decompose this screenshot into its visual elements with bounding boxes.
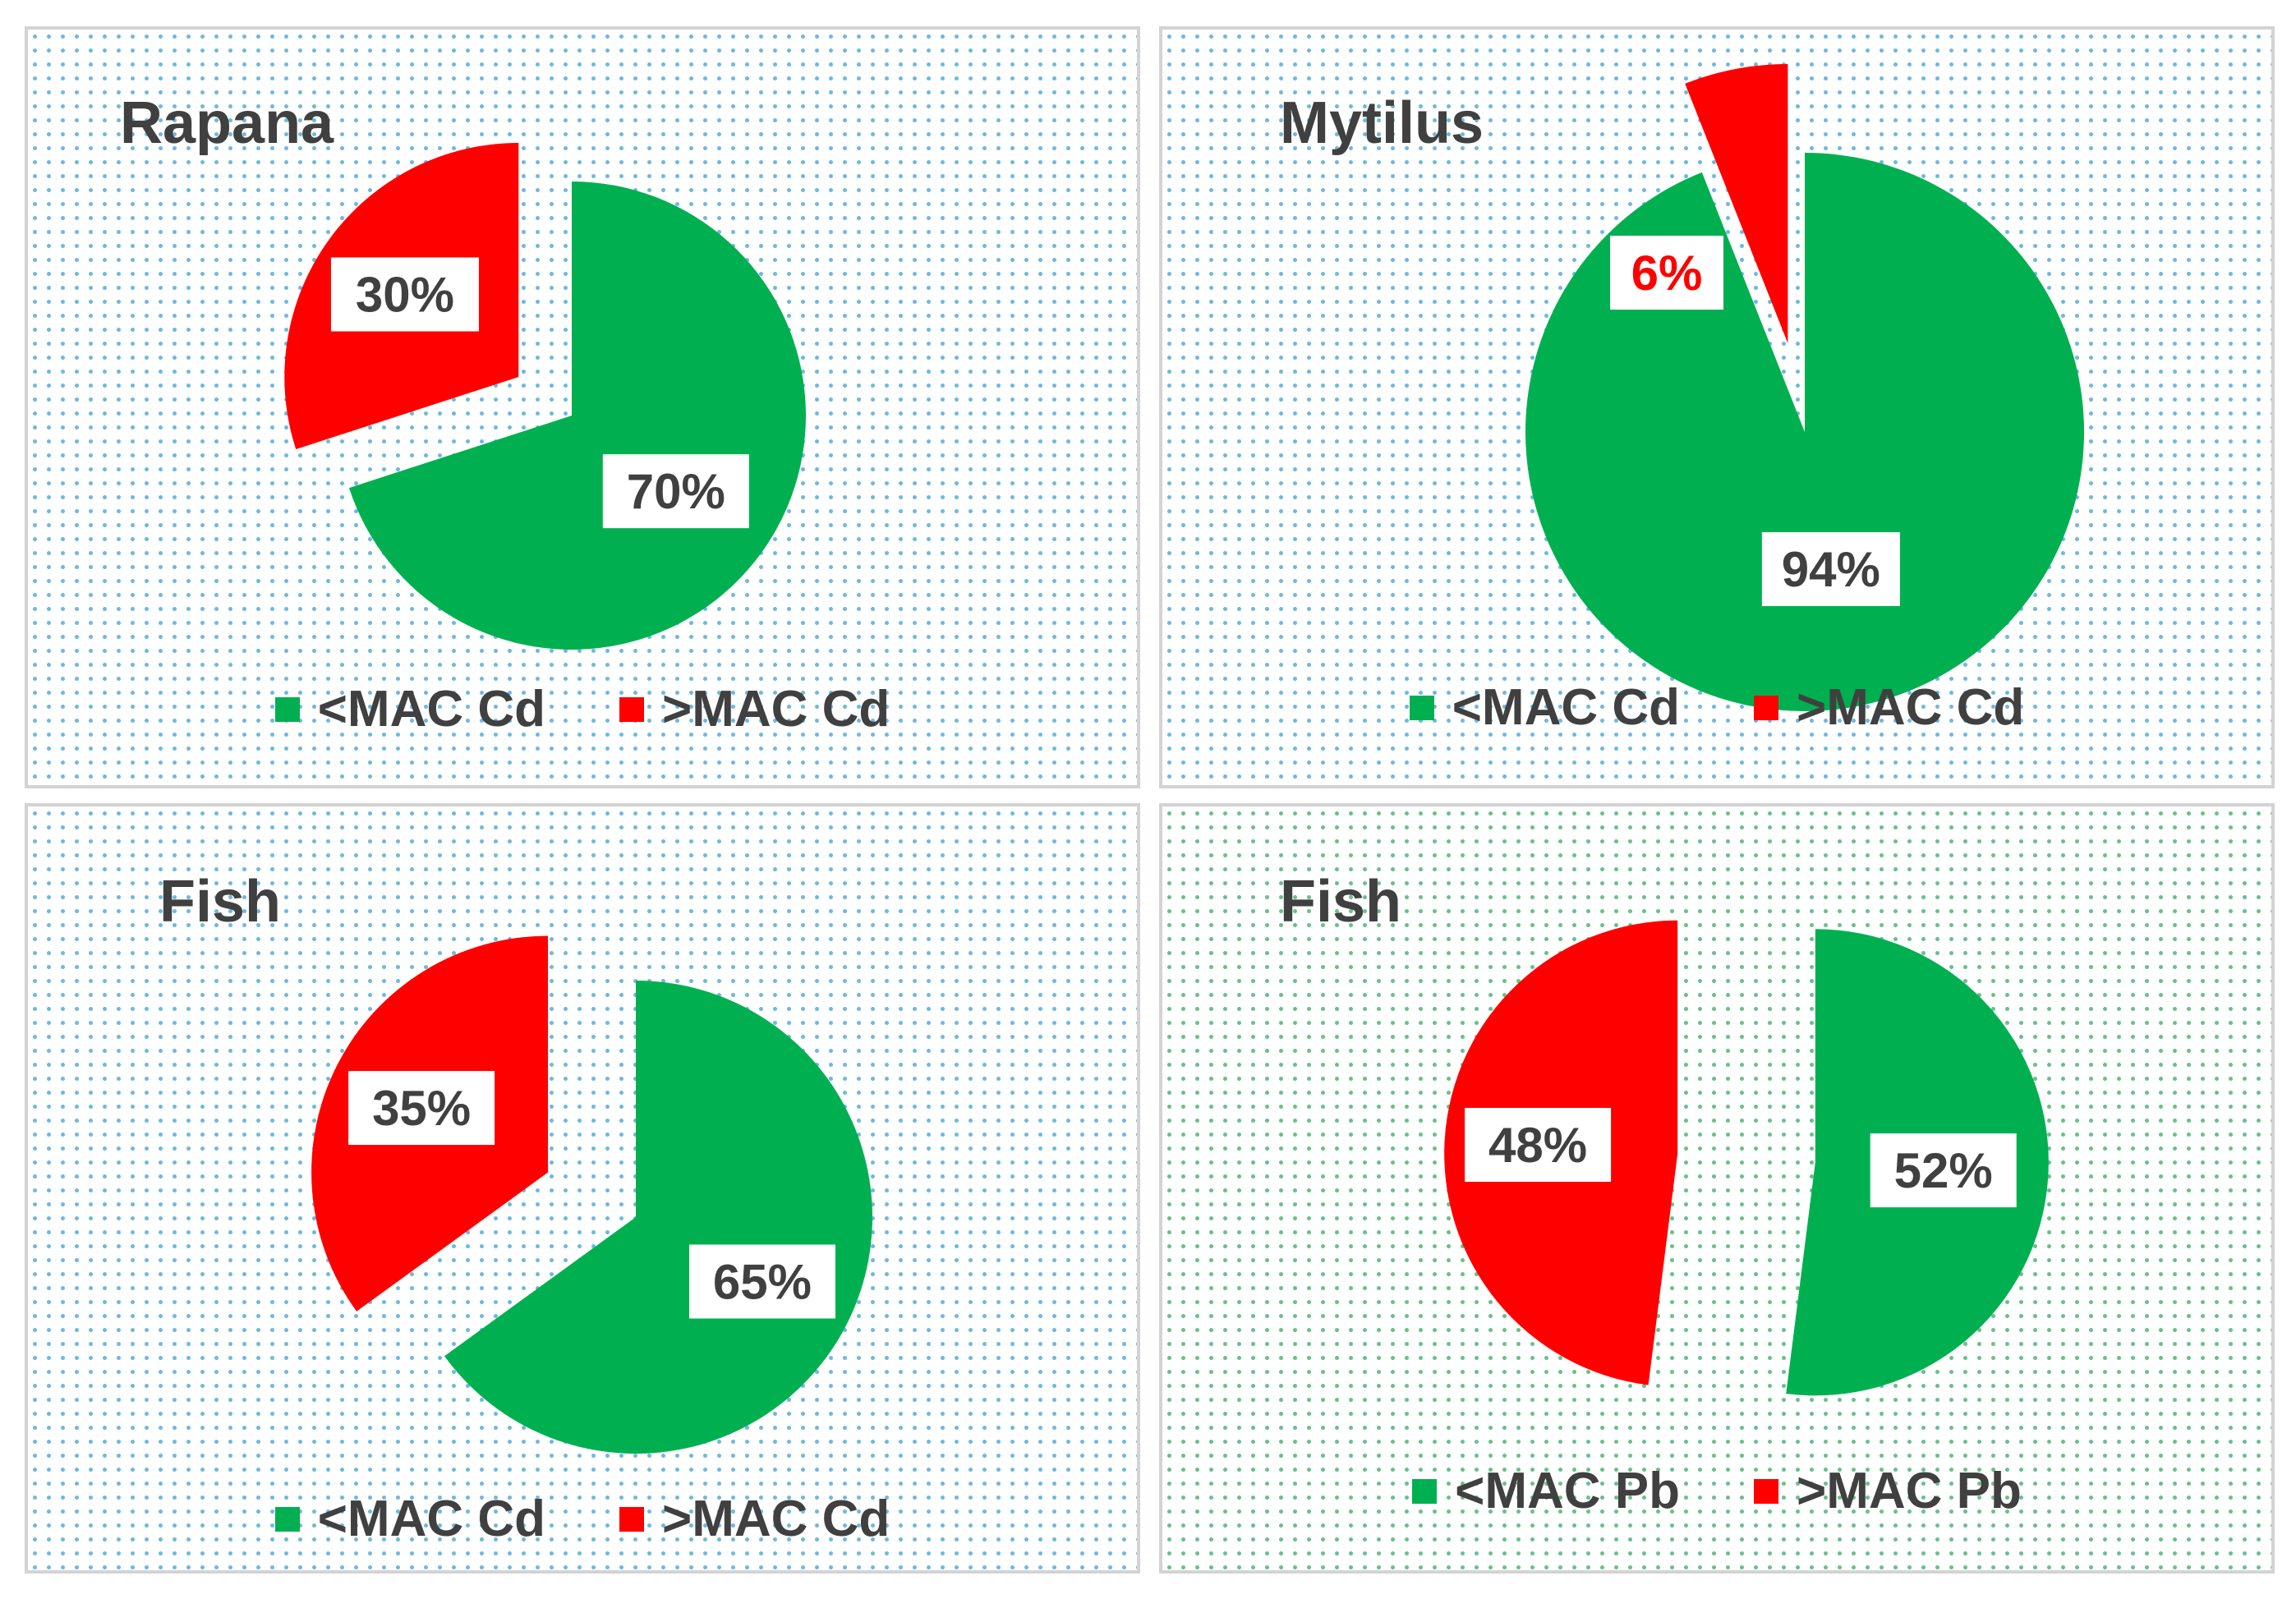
data-label-box [1870, 1133, 2017, 1208]
chart-title: Mytilus [1280, 90, 1484, 156]
pie-slice [444, 981, 872, 1454]
data-label: 52% [1894, 1143, 1993, 1198]
legend-swatch-below [1412, 1478, 1438, 1504]
data-label: 70% [627, 464, 725, 519]
data-label: 30% [356, 267, 454, 322]
pie-panel-fish-pb: Fish 52% 48% <MAC Pb >MAC Pb [1159, 803, 2275, 1574]
legend-label-above: >MAC Cd [1797, 679, 2025, 736]
legend-item-below: <MAC Cd [1409, 678, 1680, 737]
legend-label-below: <MAC Cd [317, 1491, 545, 1547]
chart-title: Fish [159, 869, 282, 935]
pie-panel-mytilus: Mytilus 94% 6% <MAC Cd >MAC Cd [1159, 26, 2275, 788]
pie-slice [1525, 153, 2084, 712]
legend-label-above: >MAC Cd [662, 1491, 890, 1547]
data-label-box [1610, 236, 1723, 310]
chart-legend: <MAC Cd >MAC Cd [28, 1490, 1137, 1548]
data-label-box [602, 454, 749, 529]
data-label-box [1761, 531, 1900, 606]
legend-item-above: >MAC Cd [619, 680, 890, 738]
data-label: 48% [1488, 1118, 1587, 1173]
data-label: 6% [1631, 246, 1703, 301]
data-label-box [1465, 1108, 1612, 1183]
legend-label-below: <MAC Cd [1452, 679, 1680, 736]
legend-swatch-above [1754, 695, 1778, 720]
pie-chart-rapana: 70% 30% [284, 142, 807, 650]
legend-item-below: <MAC Pb [1412, 1462, 1680, 1520]
legend-swatch-below [1409, 695, 1434, 720]
chart-legend: <MAC Cd >MAC Cd [28, 680, 1137, 738]
chart-legend: <MAC Cd >MAC Cd [1162, 678, 2271, 737]
chart-legend: <MAC Pb >MAC Pb [1162, 1462, 2271, 1520]
chart-title: Rapana [120, 90, 334, 156]
legend-item-above: >MAC Cd [1754, 678, 2024, 737]
legend-item-above: >MAC Pb [1754, 1462, 2022, 1520]
legend-swatch-below [274, 1506, 300, 1532]
legend-item-below: <MAC Cd [274, 1490, 545, 1548]
legend-swatch-above [1754, 1478, 1778, 1504]
legend-label-above: >MAC Cd [662, 681, 890, 737]
pie-chart-fish-pb: 52% 48% [1444, 920, 2049, 1396]
pie-slice [1685, 63, 1788, 343]
legend-label-below: <MAC Pb [1455, 1463, 1680, 1519]
legend-label-above: >MAC Pb [1797, 1463, 2022, 1519]
pie-slice [348, 181, 807, 650]
pie-panel-fish-cd: Fish 65% 35% <MAC Cd >MAC Cd [25, 803, 1140, 1574]
data-label: 35% [372, 1081, 471, 1136]
chart-title: Fish [1280, 869, 1402, 935]
legend-label-below: <MAC Cd [317, 681, 545, 737]
data-label-box [330, 257, 479, 332]
data-label: 65% [713, 1254, 812, 1309]
data-label: 94% [1782, 542, 1880, 597]
legend-item-above: >MAC Cd [619, 1490, 890, 1548]
legend-swatch-above [619, 1506, 644, 1532]
legend-swatch-above [619, 696, 644, 722]
pie-chart-fish-cd: 65% 35% [311, 935, 872, 1454]
pie-chart-mytilus: 94% 6% [1525, 63, 2084, 712]
legend-item-below: <MAC Cd [274, 680, 545, 738]
data-label-box [348, 1071, 495, 1146]
legend-swatch-below [274, 696, 300, 722]
data-label-box [688, 1244, 835, 1319]
pie-panel-rapana: Rapana 70% 30% <MAC Cd >MAC Cd [25, 26, 1140, 788]
